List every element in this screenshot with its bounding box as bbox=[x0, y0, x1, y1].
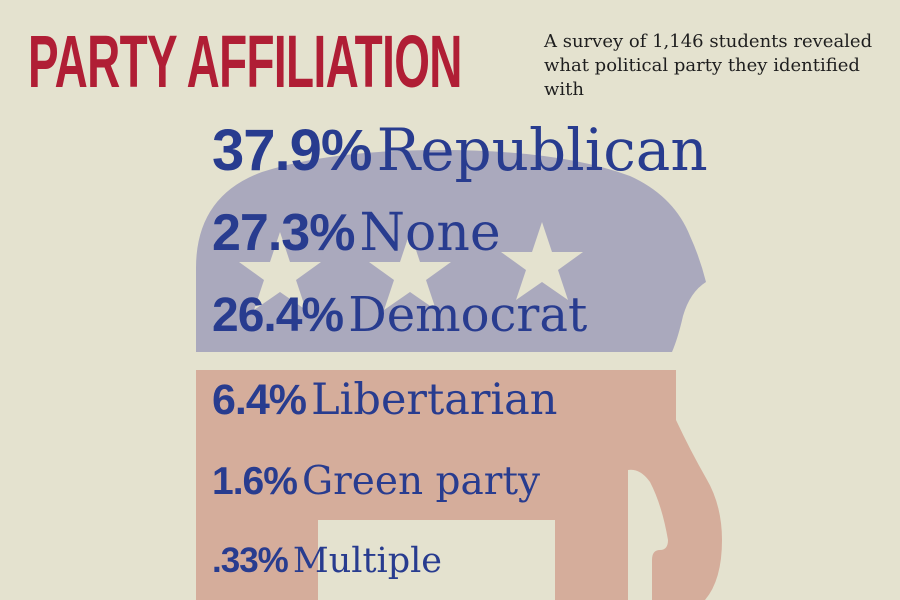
stat-percentage: .33% bbox=[212, 541, 289, 580]
star-icon bbox=[369, 232, 451, 310]
stat-label: Green party bbox=[302, 459, 541, 504]
stat-label: Multiple bbox=[292, 541, 443, 581]
elephant-body-top bbox=[196, 150, 706, 352]
stat-libertarian: 6.4% Libertarian bbox=[212, 375, 558, 425]
stat-label: None bbox=[359, 203, 501, 263]
page-title: PARTY AFFILIATION bbox=[28, 20, 462, 103]
stat-green-party: 1.6% Green party bbox=[212, 459, 540, 504]
stat-republican: 37.9% Republican bbox=[212, 116, 708, 184]
stat-percentage: 26.4% bbox=[212, 289, 344, 342]
stat-democrat: 26.4% Democrat bbox=[212, 287, 587, 343]
stat-percentage: 6.4% bbox=[212, 376, 307, 424]
elephant-body-bottom bbox=[196, 370, 722, 600]
stat-label: Libertarian bbox=[311, 375, 558, 425]
star-icon bbox=[239, 232, 321, 310]
stat-none: 27.3% None bbox=[212, 203, 501, 263]
stat-percentage: 1.6% bbox=[212, 460, 298, 503]
stat-label: Republican bbox=[376, 116, 708, 184]
survey-description: A survey of 1,146 students revealed what… bbox=[544, 31, 873, 100]
star-icon bbox=[501, 222, 583, 300]
stat-percentage: 27.3% bbox=[212, 204, 355, 262]
stat-percentage: 37.9% bbox=[212, 118, 372, 183]
stat-label: Democrat bbox=[348, 287, 588, 343]
stat-multiple: .33% Multiple bbox=[212, 541, 442, 581]
